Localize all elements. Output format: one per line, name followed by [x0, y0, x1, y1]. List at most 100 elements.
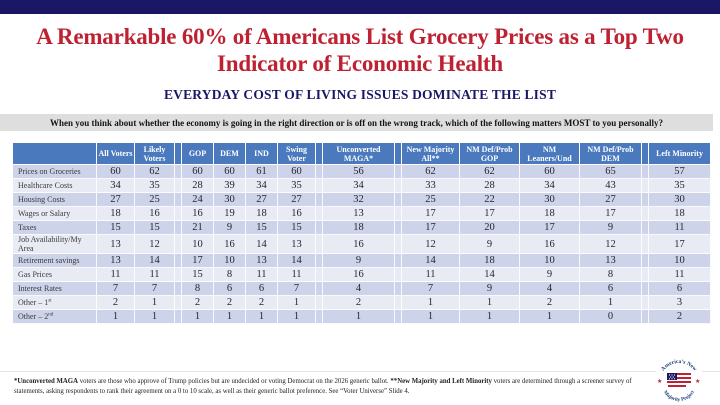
value-cell: 33: [401, 178, 460, 194]
corner-cell: [12, 142, 97, 166]
svg-text:★: ★: [657, 378, 662, 385]
value-cell: 39: [213, 178, 246, 194]
value-cell: 9: [213, 220, 246, 236]
column-header: DEM: [213, 142, 246, 166]
value-cell: 2: [245, 295, 278, 311]
value-cell: 9: [459, 281, 520, 297]
value-cell: 1: [519, 309, 580, 325]
table-row: Other – 1st 2 1 2 2 2 1 2 1 1 2 1 3: [12, 295, 711, 311]
value-cell: 35: [277, 178, 316, 194]
value-cell: 9: [322, 253, 395, 269]
group-separator: [174, 295, 182, 311]
column-header: GOP: [181, 142, 214, 166]
group-separator: [394, 178, 402, 194]
table-row: Housing Costs 27 25 24 30 27 27 32 25 22 30 27 30: [12, 192, 711, 208]
page-subtitle: EVERYDAY COST OF LIVING ISSUES DOMINATE …: [163, 87, 557, 102]
value-cell: 25: [401, 192, 460, 208]
value-cell: 27: [579, 192, 642, 208]
results-table: All Voters Likely Voters GOP DEM IND Swing Vo…: [12, 142, 711, 325]
value-cell: 16: [322, 234, 395, 255]
row-label: Housing Costs: [12, 192, 97, 208]
group-separator: [394, 295, 402, 311]
value-cell: 56: [322, 164, 395, 180]
value-cell: 60: [181, 164, 214, 180]
value-cell: 14: [401, 253, 460, 269]
value-cell: 7: [96, 281, 135, 297]
group-separator: [315, 267, 323, 283]
value-cell: 16: [277, 206, 316, 222]
value-cell: 60: [519, 164, 580, 180]
value-cell: 11: [134, 267, 175, 283]
value-cell: 62: [134, 164, 175, 180]
value-cell: 9: [579, 220, 642, 236]
value-cell: 1: [401, 309, 460, 325]
value-cell: 28: [459, 178, 520, 194]
group-separator: [641, 178, 649, 194]
column-header: Unconverted MAGA*: [322, 142, 395, 166]
value-cell: 11: [277, 267, 316, 283]
value-cell: 13: [96, 253, 135, 269]
value-cell: 18: [648, 206, 711, 222]
row-label: Job Availability/My Area: [12, 234, 97, 255]
footnote: *Unconverted MAGA voters are those who a…: [14, 378, 632, 395]
value-cell: 11: [401, 267, 460, 283]
value-cell: 8: [181, 281, 214, 297]
group-separator: [174, 164, 182, 180]
footer-divider: [0, 371, 720, 372]
group-separator: [394, 220, 402, 236]
value-cell: 3: [648, 295, 711, 311]
group-separator: [394, 164, 402, 180]
value-cell: 15: [181, 267, 214, 283]
value-cell: 7: [134, 281, 175, 297]
value-cell: 4: [322, 281, 395, 297]
group-separator: [641, 309, 649, 325]
column-header: All Voters: [96, 142, 135, 166]
group-separator: [394, 234, 402, 255]
value-cell: 1: [459, 295, 520, 311]
row-label: Other – 1st: [12, 295, 97, 311]
value-cell: 34: [96, 178, 135, 194]
value-cell: 18: [459, 253, 520, 269]
value-cell: 17: [579, 206, 642, 222]
value-cell: 2: [213, 295, 246, 311]
group-separator: [315, 295, 323, 311]
group-separator: [394, 281, 402, 297]
top-accent-bar: [0, 0, 720, 14]
value-cell: 14: [459, 267, 520, 283]
value-cell: 18: [96, 206, 135, 222]
value-cell: 1: [322, 309, 395, 325]
group-separator: [315, 164, 323, 180]
group-separator: [174, 253, 182, 269]
group-separator: [394, 192, 402, 208]
group-separator: [174, 281, 182, 297]
svg-text:★: ★: [695, 378, 700, 385]
group-separator: [174, 267, 182, 283]
value-cell: 13: [277, 234, 316, 255]
value-cell: 15: [96, 220, 135, 236]
value-cell: 57: [648, 164, 711, 180]
group-separator: [641, 253, 649, 269]
row-label: Prices on Groceries: [12, 164, 97, 180]
value-cell: 11: [96, 267, 135, 283]
row-label: Interest Rates: [12, 281, 97, 297]
value-cell: 22: [459, 192, 520, 208]
value-cell: 8: [213, 267, 246, 283]
group-separator: [174, 142, 182, 166]
value-cell: 20: [459, 220, 520, 236]
value-cell: 17: [401, 206, 460, 222]
value-cell: 16: [181, 206, 214, 222]
row-label: Healthcare Costs: [12, 178, 97, 194]
value-cell: 9: [519, 267, 580, 283]
value-cell: 34: [519, 178, 580, 194]
value-cell: 1: [245, 309, 278, 325]
value-cell: 14: [277, 253, 316, 269]
value-cell: 13: [322, 206, 395, 222]
group-separator: [315, 192, 323, 208]
table-row: Gas Prices 11 11 15 8 11 11 16 11 14 9 8 11: [12, 267, 711, 283]
value-cell: 15: [245, 220, 278, 236]
group-separator: [174, 192, 182, 208]
table-row: Job Availability/My Area 13 12 10 16 14 13 16 12…: [12, 234, 711, 255]
value-cell: 32: [322, 192, 395, 208]
group-separator: [315, 253, 323, 269]
value-cell: 17: [401, 220, 460, 236]
